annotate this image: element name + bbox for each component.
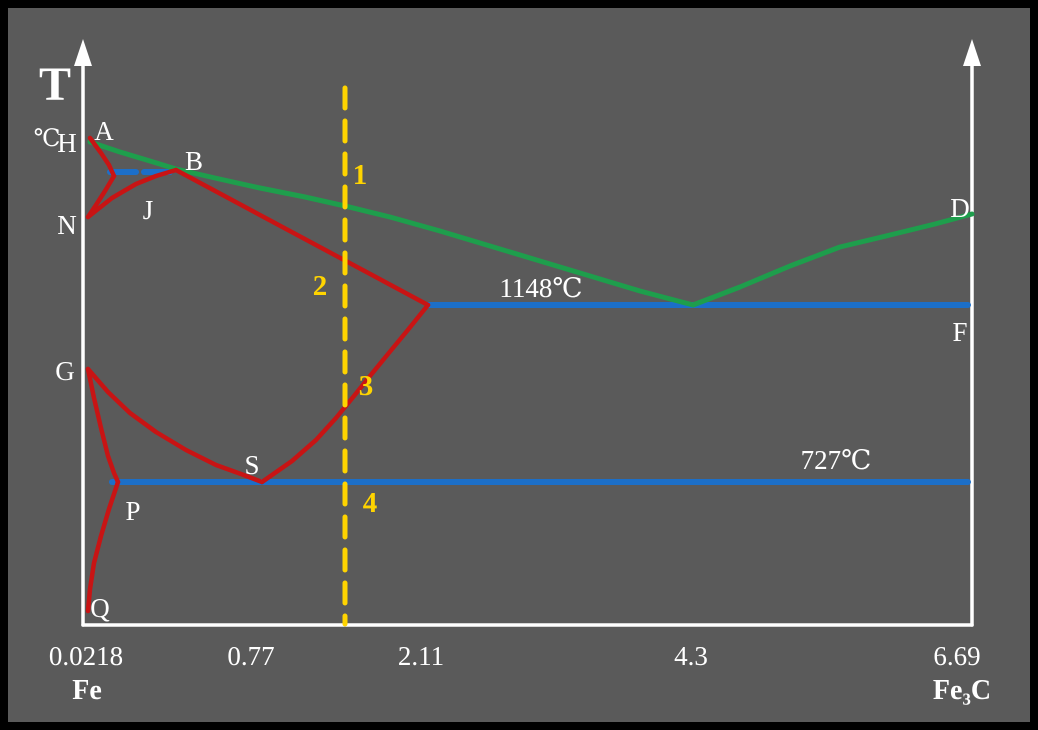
boundary-G-S [85,366,265,485]
liquidus-ABCD [87,139,975,308]
temp-727-label: 727℃ [801,445,872,475]
point-G: G [55,356,75,386]
marker-2: 2 [313,270,328,302]
x-axis-right-label: Fe₃C [933,675,991,706]
tick-2-11: 2.11 [398,641,444,671]
labels-layer: T ℃H A B J N D F G S P Q 1148℃ 727℃ 1 2 3 4 0.0218 0.77 2.11… [34,58,992,706]
point-A: A [94,116,114,146]
boundary-P-Q [85,479,121,614]
point-D: D [950,193,970,223]
boundary-N-J-B [85,167,179,220]
point-Q: Q [90,593,110,623]
tick-0-77: 0.77 [227,641,274,671]
tick-6-69: 6.69 [933,641,980,671]
axis-arrows-layer [74,39,981,66]
point-N: N [57,210,77,240]
boundary-G-P [85,366,121,485]
point-J: J [143,195,154,225]
point-P: P [125,496,140,526]
x-axis-left-label: Fe [72,675,102,706]
tick-4-3: 4.3 [674,641,708,671]
point-S: S [244,450,259,480]
y-axis-unit: ℃ [34,126,61,152]
y-axis-left-arrowhead [74,39,92,66]
temp-1148-label: 1148℃ [499,273,582,303]
marker-1: 1 [353,159,368,191]
y-axis-right-arrowhead [963,39,981,66]
tick-0-0218: 0.0218 [49,641,123,671]
plot-background [8,8,1030,722]
boundary-A-H [87,135,117,179]
boundary-B-E [173,167,431,308]
point-H: H [57,128,77,158]
marker-4: 4 [363,487,378,519]
curves-layer [81,56,975,627]
y-axis-title: T [39,58,71,111]
point-F: F [952,317,967,347]
marker-3: 3 [359,370,374,402]
point-B: B [185,146,203,176]
boundary-E-S [259,302,431,485]
